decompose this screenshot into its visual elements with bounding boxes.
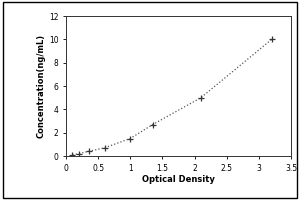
Y-axis label: Concentration(ng/mL): Concentration(ng/mL)	[37, 34, 46, 138]
X-axis label: Optical Density: Optical Density	[142, 175, 215, 184]
